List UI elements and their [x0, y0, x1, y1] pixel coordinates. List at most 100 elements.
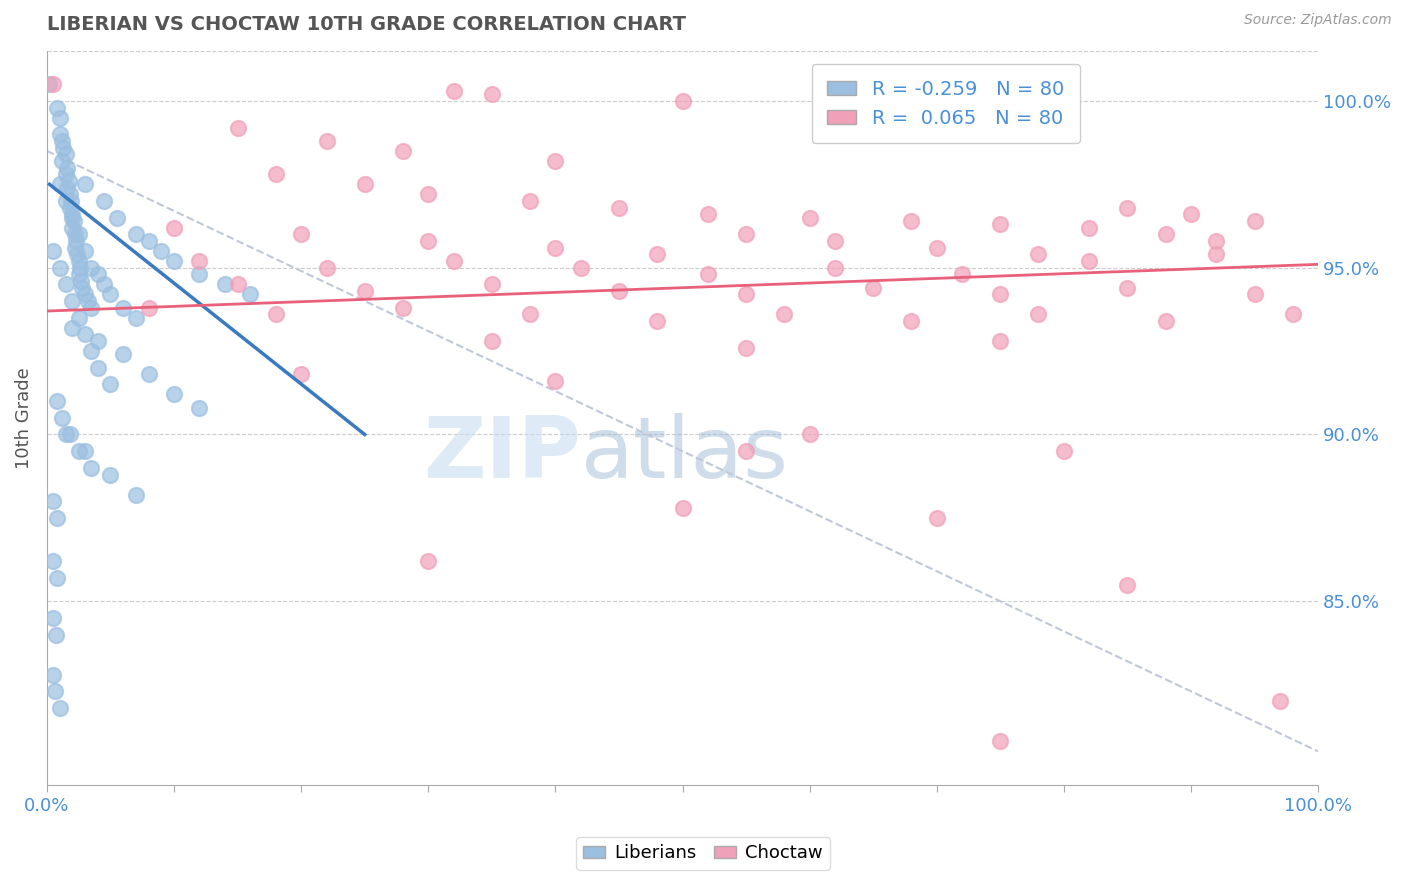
Point — [48, 111, 70, 125]
Point — [1053, 444, 1076, 458]
Point — [418, 234, 440, 248]
Point — [519, 307, 541, 321]
Point — [353, 178, 375, 192]
Point — [226, 277, 249, 292]
Point — [1053, 101, 1076, 115]
Point — [188, 401, 211, 415]
Point — [1028, 307, 1050, 321]
Point — [188, 268, 211, 282]
Text: Source: ZipAtlas.com: Source: ZipAtlas.com — [1244, 13, 1392, 28]
Point — [55, 194, 77, 208]
Point — [353, 284, 375, 298]
Point — [73, 244, 96, 258]
Point — [735, 287, 758, 301]
Point — [59, 187, 82, 202]
Point — [138, 234, 160, 248]
Point — [569, 260, 592, 275]
Point — [67, 254, 90, 268]
Point — [1116, 577, 1139, 591]
Point — [1154, 227, 1177, 242]
Point — [87, 334, 110, 348]
Point — [46, 101, 69, 115]
Point — [418, 187, 440, 202]
Text: atlas: atlas — [581, 413, 789, 496]
Point — [44, 684, 66, 698]
Point — [55, 427, 77, 442]
Point — [1281, 307, 1303, 321]
Point — [80, 344, 103, 359]
Point — [48, 701, 70, 715]
Point — [46, 394, 69, 409]
Legend: R = -0.259   N = 80, R =  0.065   N = 80: R = -0.259 N = 80, R = 0.065 N = 80 — [811, 64, 1080, 143]
Point — [52, 140, 75, 154]
Point — [76, 293, 98, 308]
Point — [46, 571, 69, 585]
Point — [45, 627, 67, 641]
Point — [112, 347, 135, 361]
Point — [481, 87, 503, 102]
Point — [56, 161, 79, 175]
Point — [988, 334, 1011, 348]
Point — [138, 301, 160, 315]
Point — [1205, 247, 1227, 261]
Point — [900, 314, 922, 328]
Point — [163, 387, 186, 401]
Point — [55, 277, 77, 292]
Point — [988, 734, 1011, 748]
Point — [290, 368, 312, 382]
Point — [112, 301, 135, 315]
Point — [80, 301, 103, 315]
Point — [1243, 287, 1265, 301]
Point — [100, 287, 122, 301]
Point — [65, 234, 87, 248]
Point — [862, 281, 884, 295]
Point — [1268, 694, 1291, 708]
Point — [443, 84, 465, 98]
Point — [80, 460, 103, 475]
Point — [900, 214, 922, 228]
Point — [67, 444, 90, 458]
Legend: Liberians, Choctaw: Liberians, Choctaw — [576, 838, 830, 870]
Y-axis label: 10th Grade: 10th Grade — [15, 367, 32, 468]
Point — [60, 211, 83, 225]
Point — [988, 217, 1011, 231]
Point — [69, 260, 91, 275]
Point — [48, 178, 70, 192]
Point — [51, 410, 73, 425]
Point — [315, 260, 337, 275]
Point — [125, 227, 148, 242]
Point — [59, 201, 82, 215]
Point — [290, 227, 312, 242]
Point — [42, 554, 65, 568]
Point — [925, 511, 948, 525]
Point — [67, 227, 90, 242]
Point — [1180, 207, 1202, 221]
Point — [1205, 234, 1227, 248]
Point — [55, 147, 77, 161]
Point — [607, 201, 630, 215]
Point — [188, 254, 211, 268]
Point — [239, 287, 262, 301]
Point — [58, 174, 80, 188]
Point — [481, 277, 503, 292]
Point — [48, 260, 70, 275]
Point — [988, 287, 1011, 301]
Point — [950, 268, 973, 282]
Point — [392, 301, 415, 315]
Point — [138, 368, 160, 382]
Point — [163, 220, 186, 235]
Text: LIBERIAN VS CHOCTAW 10TH GRADE CORRELATION CHART: LIBERIAN VS CHOCTAW 10TH GRADE CORRELATI… — [46, 15, 686, 34]
Point — [418, 554, 440, 568]
Point — [264, 167, 287, 181]
Point — [66, 247, 89, 261]
Point — [1116, 201, 1139, 215]
Point — [607, 284, 630, 298]
Point — [645, 247, 668, 261]
Point — [60, 207, 83, 221]
Point — [481, 334, 503, 348]
Point — [80, 260, 103, 275]
Point — [67, 268, 90, 282]
Point — [735, 341, 758, 355]
Point — [42, 611, 65, 625]
Point — [105, 211, 128, 225]
